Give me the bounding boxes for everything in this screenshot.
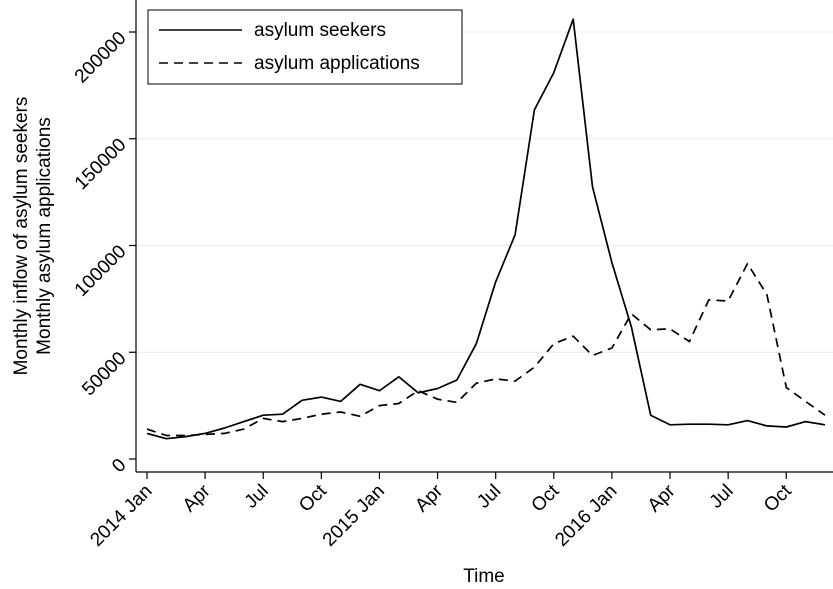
series-line-asylum-applications [146, 262, 826, 437]
x-tick-label: Oct [528, 480, 564, 516]
x-tick-label: Apr [411, 480, 447, 516]
y-tick-label: 0 [108, 455, 130, 477]
x-tick-label: 2014 Jan [86, 481, 156, 551]
y-ticks: 0 50000 100000 150000 200000 [71, 28, 136, 477]
legend-box [147, 9, 463, 85]
legend-label-asylum-seekers: asylum seekers [254, 20, 386, 41]
y-axis-title-line-1: Monthly inflow of asylum seekers [11, 97, 32, 376]
series-line-asylum-seekers [146, 18, 826, 440]
x-axis-title: Time [463, 566, 505, 587]
y-axis-title-line-2: Monthly asylum applications [34, 117, 55, 355]
y-tick-label: 100000 [71, 241, 131, 301]
x-tick-label: Jul [473, 481, 505, 513]
x-tick-label: Oct [295, 480, 331, 516]
x-tick-label: Oct [760, 480, 796, 516]
x-tick-label: 2015 Jan [319, 481, 389, 551]
y-tick-label: 150000 [71, 134, 131, 194]
x-tick-label: Apr [644, 480, 680, 516]
y-tick-label: 50000 [78, 348, 130, 400]
x-tick-label: Jul [241, 481, 273, 513]
x-tick-label: Jul [706, 481, 738, 513]
x-tick-label: Apr [179, 480, 215, 516]
series-lines [146, 18, 826, 440]
legend-label-asylum-applications: asylum applications [254, 53, 420, 74]
legend: asylum seekers asylum applications [147, 9, 463, 85]
x-tick-label: 2016 Jan [551, 481, 621, 551]
y-tick-label: 200000 [71, 28, 131, 88]
